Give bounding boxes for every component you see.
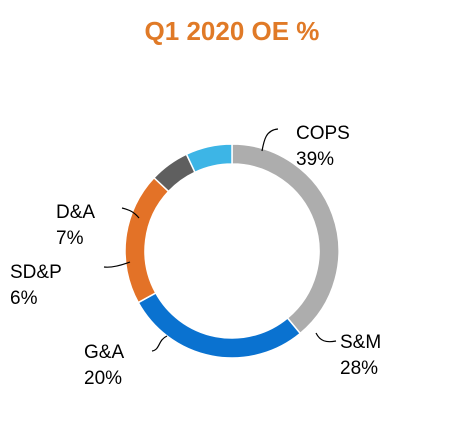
leader-lines: [103, 128, 337, 352]
leader-line-danda: [121, 207, 140, 219]
slice-label-cops: COPS: [296, 123, 350, 144]
slice-label-sandm: S&M: [340, 332, 381, 353]
slice-ganda: [124, 176, 170, 304]
slice-value-cops: 39%: [296, 149, 334, 170]
slice-label-danda: D&A: [56, 202, 95, 223]
slice-value-sandm: 28%: [340, 358, 378, 379]
slice-value-ganda: 20%: [84, 368, 122, 389]
slice-value-danda: 7%: [56, 228, 84, 249]
leader-line-sandm: [315, 332, 337, 343]
slice-sandm: [137, 291, 302, 359]
slice-label-ganda: G&A: [84, 342, 124, 363]
chart-title: Q1 2020 OE %: [145, 16, 320, 46]
leader-line-ganda: [151, 335, 168, 352]
slice-label-sdandp: SD&P: [10, 262, 62, 283]
slice-cops: [231, 143, 340, 335]
donut-slices: [124, 143, 340, 359]
slice-danda: [185, 143, 233, 174]
slice-labels: COPS 39% S&M 28% G&A 20% SD&P 6% D&A 7%: [10, 123, 381, 389]
leader-line-cops: [261, 128, 279, 152]
leader-line-sdandp: [103, 261, 131, 268]
slice-value-sdandp: 6%: [10, 288, 38, 309]
